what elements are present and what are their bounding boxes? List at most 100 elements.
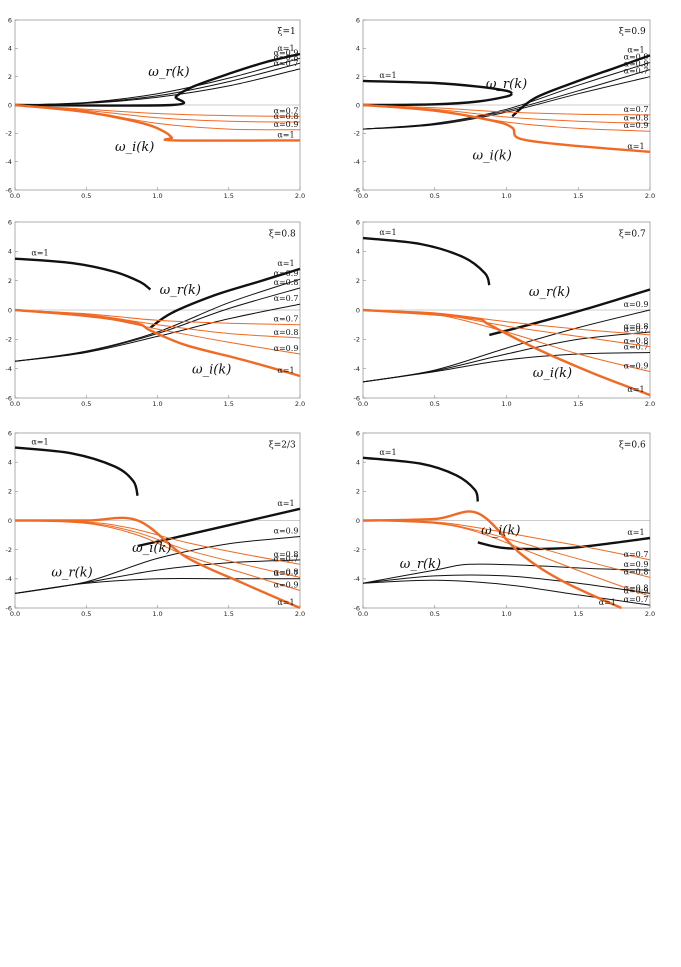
x-tick-label: 0.5: [430, 192, 440, 200]
series-alpha-label: α=1: [379, 448, 396, 457]
y-tick-label: 0: [356, 306, 360, 314]
y-tick-label: -4: [354, 158, 360, 166]
x-tick-label: 0.0: [358, 400, 368, 408]
y-tick-label: -2: [354, 130, 360, 138]
series-alpha-label: α=0.7: [274, 315, 299, 324]
series-line: [362, 331, 651, 383]
series-alpha-label: α=0.8: [624, 113, 649, 122]
series-line: [362, 574, 651, 594]
series-line: [362, 79, 513, 95]
series-line: [362, 236, 491, 286]
series-alpha-label: α=0.8: [624, 322, 649, 331]
series-alpha-label: α=0.9: [274, 527, 299, 536]
series-alpha-label: α=0.7: [274, 569, 299, 578]
series-alpha-label: α=1: [277, 499, 294, 508]
series-line: [362, 309, 651, 348]
series-line: [362, 456, 479, 502]
y-tick-label: 6: [356, 429, 360, 437]
series-alpha-label: α=0.7: [274, 59, 299, 68]
series-line: [362, 520, 651, 561]
series-alpha-label: α=1: [277, 259, 294, 268]
series-alpha-label: α=0.9: [624, 560, 649, 569]
xi-parameter-label: ξ=0.7: [619, 230, 646, 240]
x-tick-label: 2.0: [295, 610, 305, 618]
series-line: [14, 520, 301, 578]
series-alpha-label: α=0.9: [274, 344, 299, 353]
series-line: [489, 288, 651, 337]
series-alpha-label: α=0.9: [624, 362, 649, 371]
series-line: [362, 563, 651, 584]
x-tick-label: 1.5: [573, 192, 583, 200]
x-tick-label: 2.0: [295, 192, 305, 200]
x-tick-label: 0.0: [10, 400, 20, 408]
y-tick-label: 6: [8, 429, 12, 437]
series-alpha-label: α=0.8: [624, 60, 649, 69]
y-tick-label: 6: [356, 16, 360, 24]
series-line: [14, 303, 301, 362]
y-tick-label: -4: [354, 365, 360, 373]
series-alpha-label: α=1: [627, 142, 644, 151]
series-alpha-label: α=0.7: [274, 106, 299, 115]
series-alpha-label: α=0.8: [274, 53, 299, 62]
series-alpha-label: α=1: [599, 598, 616, 607]
series-line: [362, 520, 651, 597]
series-line: [362, 308, 651, 397]
series-alpha-label: α=1: [627, 385, 644, 394]
x-tick-label: 1.5: [224, 400, 234, 408]
y-tick-label: 0: [356, 101, 360, 109]
omega-curve-label: ω_i(k): [132, 541, 171, 556]
series-line: [362, 92, 513, 107]
y-tick-label: 4: [356, 45, 360, 53]
series-line: [14, 103, 301, 142]
series-alpha-label: α=0.8: [274, 567, 299, 576]
y-tick-label: -2: [6, 336, 12, 344]
y-tick-label: 4: [8, 248, 12, 256]
series-alpha-label: α=1: [627, 45, 644, 54]
series-line: [15, 516, 301, 610]
series-alpha-label: α=1: [31, 438, 48, 447]
series-alpha-label: α=0.7: [624, 67, 649, 76]
omega-curve-label: ω_i(k): [115, 140, 154, 155]
series-line: [14, 104, 301, 117]
y-tick-label: -4: [6, 365, 12, 373]
y-tick-label: 4: [8, 458, 12, 466]
xi-parameter-label: ξ=2/3: [269, 441, 296, 451]
omega-curve-label: ω_r(k): [400, 557, 441, 572]
series-alpha-label: α=0.8: [274, 328, 299, 337]
y-tick-label: -2: [354, 336, 360, 344]
omega-curve-label: ω_i(k): [473, 148, 512, 163]
series-line: [137, 507, 301, 548]
series-line: [14, 577, 300, 594]
y-tick-label: -2: [6, 130, 12, 138]
series-line: [14, 308, 301, 378]
series-alpha-label: α=0.8: [624, 567, 649, 576]
y-tick-label: 0: [8, 517, 12, 525]
x-tick-label: 1.5: [224, 192, 234, 200]
y-tick-label: -4: [6, 575, 12, 583]
series-alpha-label: α=0.8: [274, 112, 299, 121]
y-tick-label: -6: [6, 394, 12, 402]
y-tick-label: 4: [356, 248, 360, 256]
y-tick-label: 2: [8, 277, 12, 285]
series-alpha-label: α=0.9: [624, 53, 649, 62]
y-tick-label: 4: [356, 458, 360, 466]
series-line: [362, 352, 651, 383]
y-tick-label: 6: [356, 218, 360, 226]
x-tick-label: 0.0: [10, 192, 20, 200]
y-tick-label: -2: [6, 546, 12, 554]
x-tick-label: 1.0: [501, 192, 511, 200]
x-tick-label: 1.0: [152, 192, 162, 200]
y-tick-label: -4: [354, 575, 360, 583]
x-tick-label: 1.0: [501, 610, 511, 618]
x-tick-label: 1.0: [152, 610, 162, 618]
y-tick-label: 6: [8, 16, 12, 24]
x-tick-label: 1.0: [501, 400, 511, 408]
omega-curve-label: ω_i(k): [481, 524, 520, 539]
omega-curve-label: ω_r(k): [51, 566, 92, 581]
